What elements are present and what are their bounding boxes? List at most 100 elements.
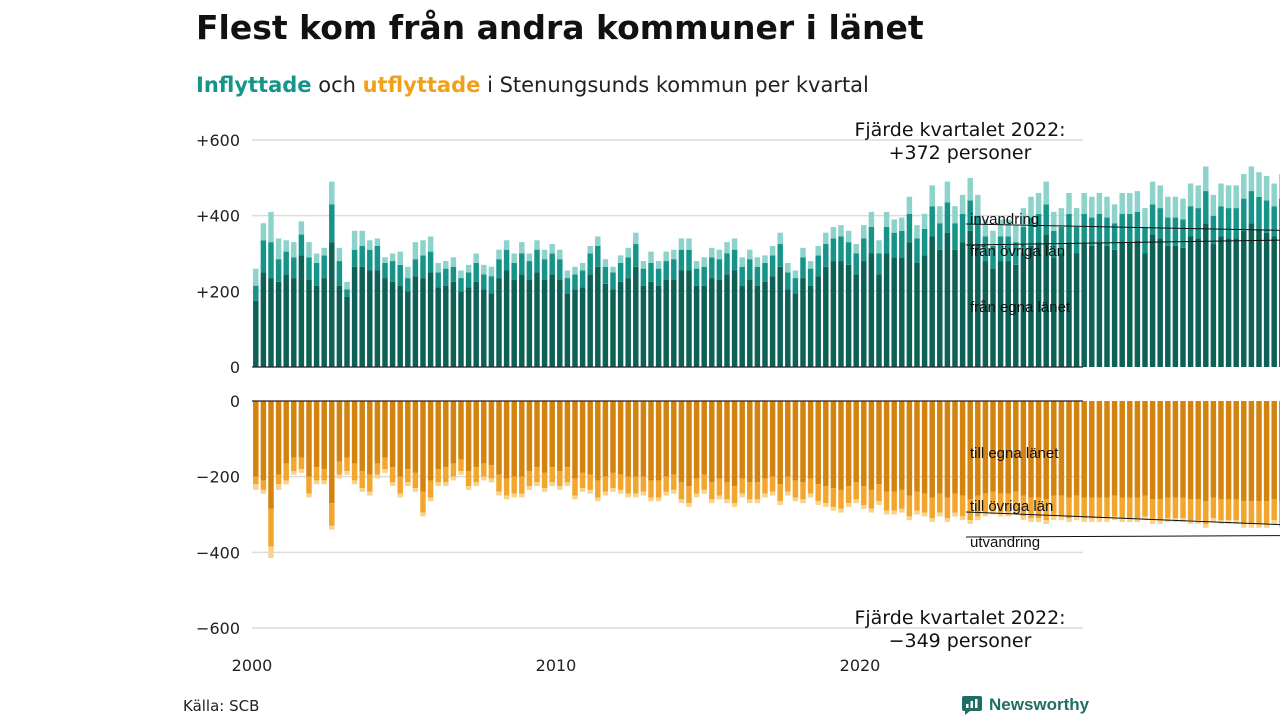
bar-in-segment [952, 249, 958, 367]
bar-out-segment [823, 486, 829, 504]
bar-out-segment [1028, 518, 1034, 523]
bar-out-segment [997, 493, 1004, 513]
bar-in-segment [944, 181, 951, 203]
grid-layer [252, 139, 1083, 629]
bar-out-segment [701, 474, 707, 490]
bar-out-segment [709, 401, 715, 483]
bar-in-segment [1149, 204, 1156, 235]
bar-in-segment [739, 266, 745, 286]
bar-out-segment [990, 401, 996, 492]
bar-out-segment [1233, 401, 1239, 500]
bar-out-segment [1111, 495, 1118, 517]
bar-in-segment [747, 259, 753, 280]
bar-out-segment [435, 469, 441, 483]
bar-out-segment [1187, 499, 1194, 521]
bar-out-segment [1020, 516, 1027, 521]
bar-out-segment [929, 518, 935, 523]
bar-out-segment [617, 474, 624, 490]
bar-in-segment [1233, 185, 1239, 209]
bar-out-segment [921, 493, 928, 513]
bar-out-segment [1119, 401, 1125, 498]
bar-in-segment [823, 266, 829, 367]
bar-out-segment [868, 489, 875, 509]
bar-in-segment [1142, 208, 1148, 228]
bar-in-segment [883, 211, 890, 228]
bar-out-segment [975, 495, 981, 517]
bar-out-segment [367, 401, 373, 475]
bar-out-segment [1172, 497, 1179, 519]
brand[interactable]: Newsworthy [961, 694, 1089, 716]
bar-in-segment [405, 291, 411, 367]
y-tick-label-top: +400 [196, 207, 240, 226]
bar-out-segment [648, 480, 654, 498]
bar-out-segment [655, 480, 662, 498]
bar-out-segment [610, 488, 616, 492]
bar-out-segment [336, 474, 343, 479]
bar-in-segment [268, 278, 274, 367]
bar-out-segment [1203, 501, 1209, 524]
bar-out-segment [1218, 401, 1224, 500]
bar-in-segment [754, 266, 761, 286]
bar-out-segment [671, 474, 677, 490]
bar-out-segment [564, 401, 571, 468]
bar-out-segment [541, 401, 548, 473]
bar-in-segment [503, 240, 510, 250]
bar-in-segment [1127, 213, 1133, 243]
bar-out-segment [503, 401, 510, 479]
bar-in-segment [1263, 175, 1270, 201]
bar-out-segment [519, 476, 525, 494]
bar-out-segment [443, 467, 449, 483]
bar-in-segment [868, 227, 875, 254]
bar-in-segment [1089, 217, 1095, 246]
bar-out-segment [564, 467, 571, 483]
x-tick-label: 2000 [232, 656, 273, 675]
bar-out-segment [944, 401, 951, 498]
bar-in-segment [1203, 191, 1209, 224]
bar-in-segment [610, 266, 616, 273]
bar-in-segment [253, 285, 259, 301]
bar-in-segment [465, 287, 472, 367]
bar-out-segment [1263, 523, 1270, 528]
bar-in-segment [564, 293, 571, 367]
bar-in-segment [1172, 245, 1179, 367]
bar-in-segment [997, 219, 1004, 237]
bar-in-segment [921, 213, 928, 229]
bars-layer [253, 166, 1280, 559]
bar-in-segment [260, 272, 267, 367]
bar-out-segment [610, 472, 616, 489]
bar-out-segment [914, 510, 920, 515]
bar-out-segment [678, 482, 685, 500]
bar-out-segment [1013, 401, 1019, 492]
bar-in-segment [541, 259, 548, 280]
bar-in-segment [1248, 166, 1255, 192]
bar-out-segment [420, 512, 426, 517]
bar-out-segment [633, 401, 639, 477]
bar-out-segment [800, 482, 806, 500]
bar-in-segment [671, 259, 677, 280]
bar-out-segment [557, 470, 563, 487]
bar-in-segment [906, 242, 913, 367]
bar-in-segment [861, 261, 867, 367]
bar-out-segment [313, 480, 320, 485]
bar-in-segment [1233, 238, 1239, 367]
bar-out-segment [709, 499, 715, 504]
bar-out-segment [579, 401, 586, 473]
bar-out-segment [952, 512, 958, 517]
bar-in-segment [313, 253, 320, 263]
bar-out-segment [762, 493, 768, 498]
bar-out-segment [914, 401, 920, 492]
bar-in-segment [1066, 242, 1072, 367]
bar-in-segment [1241, 174, 1247, 199]
bar-in-segment [830, 227, 837, 239]
bar-out-segment [291, 457, 297, 471]
bar-in-segment [701, 266, 707, 286]
bar-out-segment [549, 467, 555, 483]
bar-in-segment [997, 236, 1004, 262]
bar-out-segment [473, 482, 479, 487]
bar-out-segment [1089, 401, 1095, 498]
bar-in-segment [275, 281, 282, 368]
bar-out-segment [1218, 499, 1224, 521]
bar-in-segment [883, 227, 890, 254]
bar-in-segment [800, 278, 806, 367]
bar-out-segment [1035, 401, 1042, 498]
